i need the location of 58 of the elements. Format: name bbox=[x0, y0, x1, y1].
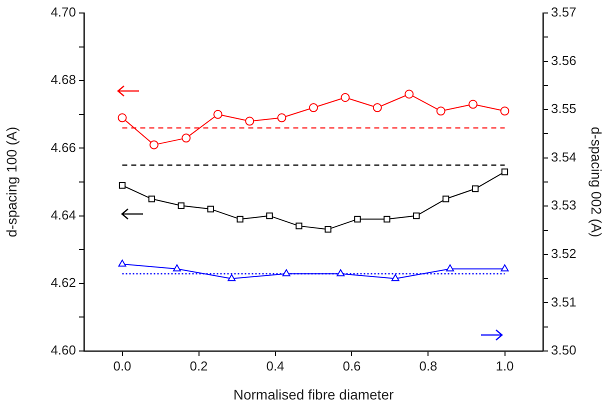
x-tick-label: 0.4 bbox=[266, 358, 284, 374]
point bbox=[372, 103, 382, 112]
y-axis-title: d-spacing 100 (A) bbox=[3, 126, 20, 238]
point bbox=[282, 269, 290, 276]
point bbox=[309, 103, 318, 112]
y-tick-label: 4.66 bbox=[50, 140, 76, 155]
point bbox=[213, 110, 222, 119]
point bbox=[150, 140, 158, 150]
x-tick-label: 0.8 bbox=[419, 358, 438, 374]
point bbox=[472, 185, 479, 192]
point bbox=[468, 100, 478, 109]
x-axis-title: Normalised fibre diameter bbox=[233, 386, 394, 402]
point bbox=[245, 116, 254, 126]
y2-tick-label: 3.51 bbox=[551, 294, 576, 310]
point bbox=[182, 134, 191, 143]
point bbox=[172, 264, 181, 272]
x-tick-label: 0.0 bbox=[113, 358, 132, 374]
y-tick-label: 4.70 bbox=[50, 4, 76, 20]
y2-tick-label: 3.57 bbox=[551, 4, 576, 20]
point bbox=[500, 106, 510, 116]
point bbox=[207, 206, 214, 212]
x-tick-label: 1.0 bbox=[496, 358, 514, 374]
point bbox=[384, 216, 390, 223]
point bbox=[336, 269, 345, 276]
y-tick-label: 4.62 bbox=[50, 274, 76, 290]
point bbox=[324, 226, 332, 233]
y2-tick-label: 3.53 bbox=[551, 198, 576, 213]
point bbox=[354, 216, 361, 223]
x-tick-label: 0.2 bbox=[190, 358, 208, 374]
point bbox=[391, 274, 400, 282]
point bbox=[500, 264, 509, 272]
y2-tick-label: 3.52 bbox=[551, 246, 576, 262]
point bbox=[236, 216, 244, 223]
point bbox=[178, 202, 184, 209]
y2-tick-label: 3.50 bbox=[551, 342, 576, 358]
y2-tick-label: 3.55 bbox=[551, 101, 576, 116]
y2-tick-label: 3.54 bbox=[551, 149, 576, 164]
y-tick-label: 4.68 bbox=[50, 72, 76, 88]
point bbox=[118, 182, 126, 189]
point bbox=[413, 212, 420, 220]
point bbox=[446, 264, 454, 272]
y2-tick-label: 3.56 bbox=[551, 52, 576, 68]
point bbox=[118, 260, 126, 267]
point bbox=[266, 212, 273, 220]
point bbox=[340, 93, 350, 102]
point bbox=[404, 90, 414, 99]
point bbox=[436, 106, 446, 116]
point bbox=[277, 113, 286, 122]
point bbox=[442, 196, 450, 202]
point bbox=[118, 113, 127, 122]
x-tick-label: 0.6 bbox=[342, 358, 361, 374]
point bbox=[228, 274, 236, 282]
point bbox=[296, 222, 302, 230]
y-tick-label: 4.64 bbox=[50, 207, 76, 222]
point bbox=[148, 196, 156, 202]
y-tick-label: 4.60 bbox=[50, 342, 76, 358]
point bbox=[501, 168, 508, 176]
y2-axis-title: d-spacing 002 (A) bbox=[588, 126, 605, 238]
